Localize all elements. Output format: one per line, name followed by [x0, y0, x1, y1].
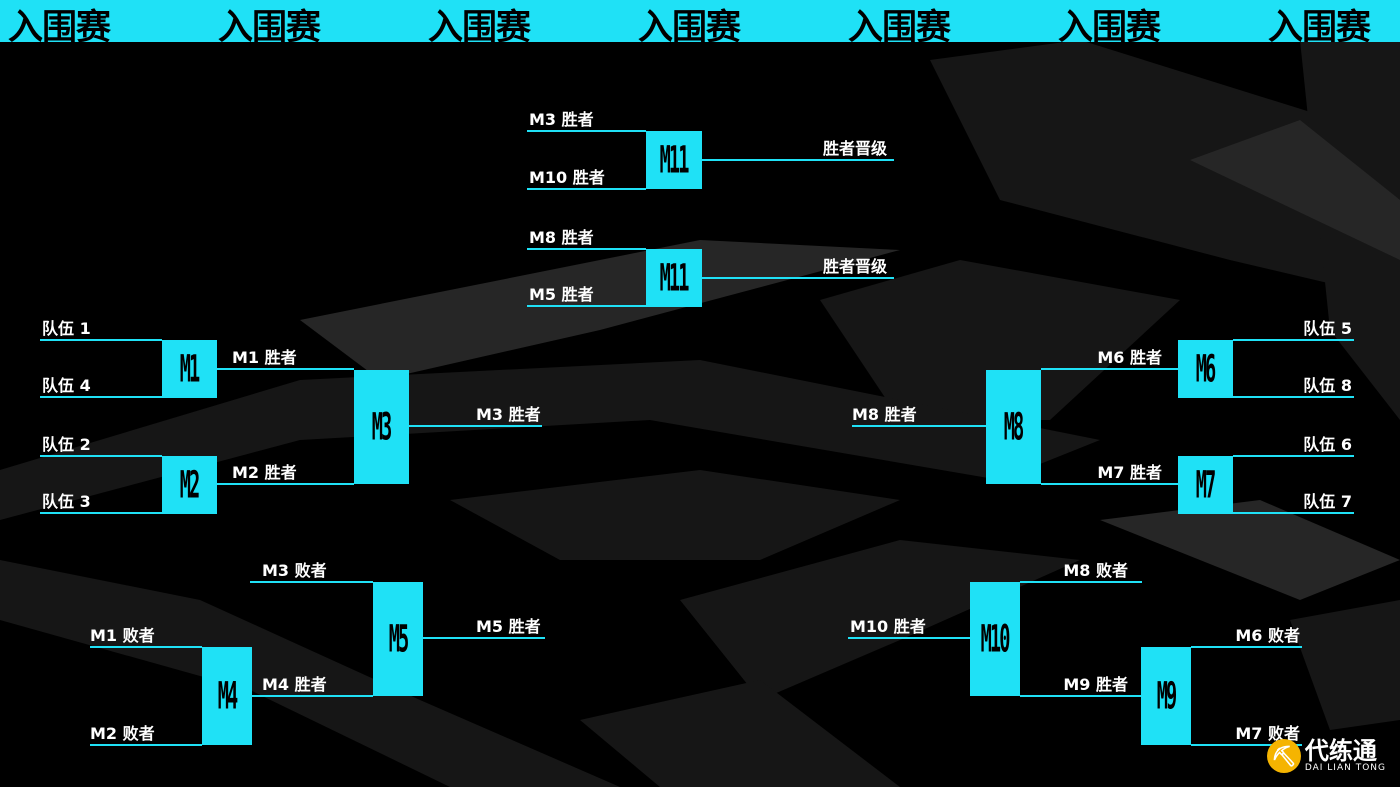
connector-line — [217, 368, 354, 370]
connector-line — [527, 130, 646, 132]
banner-title: 入围赛 — [218, 8, 321, 42]
watermark-name: 代练通 — [1304, 737, 1377, 765]
banner-title: 入围赛 — [1268, 8, 1371, 42]
connector-line — [848, 637, 970, 639]
pickaxe-icon: ⛏ — [1266, 739, 1301, 773]
slot-label-m10-winner-top: M10 胜者 — [529, 168, 605, 187]
slot-label-m3-loser: M3 败者 — [262, 561, 327, 580]
connector-line — [527, 248, 646, 250]
connector-line — [852, 425, 986, 427]
slot-label-m5-winner: M5 胜者 — [476, 617, 541, 636]
connector-line — [1020, 581, 1142, 583]
connector-line — [409, 425, 542, 427]
match-box-m10: M10 — [970, 582, 1020, 696]
connector-line — [1191, 646, 1302, 648]
connector-line — [1233, 455, 1354, 457]
slot-label-m8-winner: M8 胜者 — [852, 405, 917, 424]
match-box-m11b: M11 — [646, 249, 702, 307]
match-id: M6 — [1196, 347, 1217, 391]
match-box-m9: M9 — [1141, 647, 1191, 745]
slot-label-advance-1: 胜者晋级 — [822, 139, 887, 158]
match-box-m7: M7 — [1178, 456, 1233, 514]
match-box-m3: M3 — [354, 370, 409, 484]
connector-line — [1233, 339, 1354, 341]
slot-label-m2-loser: M2 败者 — [90, 724, 155, 743]
slot-label-m6-loser: M6 败者 — [1235, 626, 1300, 645]
match-id: M11 — [659, 256, 690, 300]
slot-label-m1-winner: M1 胜者 — [232, 348, 297, 367]
slot-label-m8-loser: M8 败者 — [1063, 561, 1128, 580]
slot-label-m10-winner: M10 胜者 — [850, 617, 926, 636]
match-box-m5: M5 — [373, 582, 423, 696]
match-id: M7 — [1196, 463, 1217, 507]
match-id: M1 — [180, 347, 201, 391]
slot-label-m2-winner: M2 胜者 — [232, 463, 297, 482]
match-box-m1: M1 — [162, 340, 217, 398]
slot-label-team2: 队伍 2 — [42, 435, 91, 454]
match-id: M4 — [217, 674, 239, 718]
banner-title: 入围赛 — [848, 8, 951, 42]
connector-line — [1191, 744, 1302, 746]
match-id: M3 — [372, 405, 393, 449]
connector-line — [90, 646, 202, 648]
match-box-m2: M2 — [162, 456, 217, 514]
slot-label-m1-loser: M1 败者 — [90, 626, 155, 645]
connector-line — [527, 188, 646, 190]
connector-line — [1233, 396, 1354, 398]
banner-title: 入围赛 — [1058, 8, 1161, 42]
connector-line — [40, 396, 162, 398]
banner-title: 入围赛 — [428, 8, 531, 42]
connector-line — [250, 581, 373, 583]
slot-label-team1: 队伍 1 — [42, 319, 91, 338]
slot-label-team7: 队伍 7 — [1303, 492, 1352, 511]
connector-line — [252, 695, 373, 697]
connector-line — [1041, 483, 1178, 485]
slot-label-m3-winner: M3 胜者 — [476, 405, 541, 424]
match-box-m8: M8 — [986, 370, 1041, 484]
slot-label-m7-loser: M7 败者 — [1235, 724, 1300, 743]
match-box-m4: M4 — [202, 647, 252, 745]
slot-label-team5: 队伍 5 — [1303, 319, 1352, 338]
banner-title: 入围赛 — [638, 8, 741, 42]
match-id: M11 — [659, 138, 690, 182]
connector-line — [1233, 512, 1354, 514]
match-id: M2 — [180, 463, 201, 507]
slot-label-team6: 队伍 6 — [1303, 435, 1352, 454]
slot-label-m9-winner: M9 胜者 — [1063, 675, 1128, 694]
slot-label-m3-winner-top: M3 胜者 — [529, 110, 594, 129]
watermark-logo: ⛏ 代练通 DAI LIAN TONG — [1266, 737, 1386, 773]
slot-label-team3: 队伍 3 — [42, 492, 91, 511]
connector-line — [702, 159, 894, 161]
slot-label-m7-winner: M7 胜者 — [1097, 463, 1162, 482]
connector-line — [423, 637, 545, 639]
connector-line — [90, 744, 202, 746]
slot-label-team8: 队伍 8 — [1303, 376, 1352, 395]
connector-line — [702, 277, 894, 279]
connector-line — [40, 455, 162, 457]
banner-title: 入围赛 — [8, 8, 111, 42]
match-id: M10 — [980, 617, 1011, 661]
match-box-m6: M6 — [1178, 340, 1233, 398]
slot-label-m6-winner: M6 胜者 — [1097, 348, 1162, 367]
connector-line — [1041, 368, 1178, 370]
slot-label-m8-winner-top: M8 胜者 — [529, 228, 594, 247]
match-id: M8 — [1004, 405, 1025, 449]
slot-label-advance-2: 胜者晋级 — [822, 257, 887, 276]
slot-label-team4: 队伍 4 — [42, 376, 91, 395]
stage-banner: 入围赛 入围赛 入围赛 入围赛 入围赛 入围赛 入围赛 — [0, 0, 1400, 42]
watermark-sub: DAI LIAN TONG — [1304, 763, 1386, 773]
connector-line — [1020, 695, 1141, 697]
connector-line — [527, 305, 646, 307]
slot-label-m5-winner-top: M5 胜者 — [529, 285, 594, 304]
match-box-m11a: M11 — [646, 131, 702, 189]
match-id: M5 — [388, 617, 410, 661]
connector-line — [217, 483, 354, 485]
connector-line — [40, 339, 162, 341]
match-id: M9 — [1156, 674, 1178, 718]
slot-label-m4-winner: M4 胜者 — [262, 675, 327, 694]
connector-line — [40, 512, 162, 514]
